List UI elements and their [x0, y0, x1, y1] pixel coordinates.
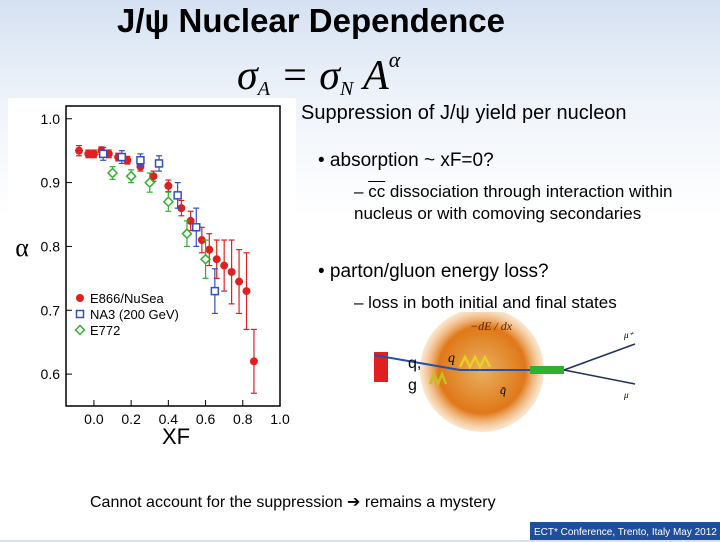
data-point-na3 — [154, 159, 164, 168]
slide-title: J/ψ Nuclear Dependence — [117, 2, 506, 39]
parton-line — [373, 354, 461, 371]
quark-label: q — [448, 351, 455, 366]
formula-rhs-sub: N — [340, 78, 354, 100]
plot-frame — [65, 105, 281, 407]
data-point-e866 — [149, 172, 158, 181]
data-point-e866 — [75, 146, 84, 155]
data-point-e866 — [205, 245, 214, 254]
formula: σA = σN Aα — [237, 47, 400, 101]
data-point-e866 — [164, 181, 173, 190]
data-point-e866 — [186, 216, 195, 225]
muon-track — [563, 369, 636, 385]
nucleus-icon — [420, 312, 544, 432]
muon-label: μ — [623, 390, 629, 400]
x-tick-label: 0.0 — [84, 411, 104, 427]
x-tick-label: 0.2 — [121, 411, 141, 427]
formula-lhs: σ — [237, 53, 258, 99]
legend-marker — [76, 294, 84, 302]
data-point-e866 — [249, 357, 258, 366]
data-point-e866 — [177, 204, 186, 213]
gluon-radiation — [428, 370, 448, 388]
bullet-absorption: • absorption ~ xF=0? — [318, 150, 494, 171]
bullet-absorption-detail: – cc dissociation through interaction wi… — [354, 181, 694, 225]
formula-rhs: σ — [319, 53, 340, 99]
bullet-energy-loss: • parton/gluon energy loss? — [318, 261, 549, 282]
jpsi-icon — [530, 366, 564, 374]
data-point-e866 — [235, 277, 244, 286]
parton-label: q, — [408, 355, 421, 372]
y-tick-label: 0.9 — [41, 175, 61, 191]
legend-marker — [74, 324, 86, 336]
conference-label: ECT* Conference, Trento, Italy May 2012 — [534, 527, 717, 538]
y-tick-label: 0.7 — [41, 302, 61, 318]
data-point-na3 — [98, 149, 108, 159]
energy-loss-diagram: q, g −dE / dx q q̄ μ⁺ μ — [373, 312, 636, 432]
formula-rhs-base: A — [353, 53, 389, 99]
data-point-na3 — [192, 223, 201, 232]
y-tick-label: 1.0 — [41, 111, 61, 127]
chart-background — [8, 98, 296, 450]
x-tick-label: 0.6 — [196, 411, 216, 427]
legend-label: E866/NuSea — [90, 291, 164, 306]
legend-label: E772 — [90, 323, 120, 338]
bullet-energy-loss-detail: – loss in both initial and final states — [354, 293, 617, 312]
y-tick-label: 0.8 — [41, 238, 61, 254]
detail-rest: dissociation through interaction within … — [354, 182, 673, 223]
slide-heading: Suppression of J/ψ yield per nucleon — [301, 102, 627, 124]
data-point-e866 — [227, 267, 236, 276]
antiquark-label: q̄ — [500, 383, 506, 397]
de-dx-label: −dE / dx — [470, 319, 513, 333]
data-point-e772 — [144, 177, 156, 189]
conference-bar: ECT* Conference, Trento, Italy May 2012 — [530, 522, 720, 540]
incoming-hadron-icon — [374, 352, 388, 382]
x-tick-label: 0.4 — [159, 411, 179, 427]
data-point-e772 — [125, 170, 137, 182]
formula-rhs-sup: α — [388, 47, 401, 72]
data-point-e866 — [220, 261, 229, 270]
data-point-na3 — [117, 152, 127, 162]
footer-conclusion: Cannot account for the suppression ➔ rem… — [90, 494, 496, 511]
data-point-e772 — [162, 196, 174, 208]
muon-track — [563, 343, 636, 371]
alpha-vs-xf-chart: 0.0 0.2 0.4 0.6 0.8 1.0 0.6 0.7 0.8 0.9 1.0 E866/N… — [8, 98, 296, 450]
data-point-na3 — [136, 156, 145, 165]
cc-text: cc — [368, 182, 386, 201]
parton-label: g — [408, 377, 417, 394]
data-point-e772 — [106, 167, 119, 179]
data-point-e772 — [200, 253, 212, 265]
data-point-e866 — [89, 149, 98, 158]
legend-marker — [75, 309, 85, 319]
muon-label: μ⁺ — [623, 330, 635, 340]
detail-dash: – — [354, 182, 369, 201]
data-point-na3 — [173, 191, 182, 200]
y-axis-label: α — [15, 233, 29, 262]
data-point-e866 — [242, 287, 251, 296]
data-point-e866 — [84, 149, 93, 158]
data-point-e772 — [181, 228, 193, 240]
data-point-e866 — [212, 255, 221, 264]
legend-label: NA3 (200 GeV) — [90, 307, 179, 322]
y-tick-label: 0.6 — [41, 366, 61, 382]
data-point-na3 — [210, 286, 220, 296]
formula-eq: = — [269, 53, 320, 99]
gluon-radiation — [458, 354, 492, 370]
formula-lhs-sub: A — [257, 78, 270, 100]
data-point-e866 — [197, 236, 206, 245]
x-axis-label: XF — [162, 424, 190, 449]
x-tick-label: 1.0 — [270, 411, 290, 427]
x-tick-label: 0.8 — [233, 411, 253, 427]
